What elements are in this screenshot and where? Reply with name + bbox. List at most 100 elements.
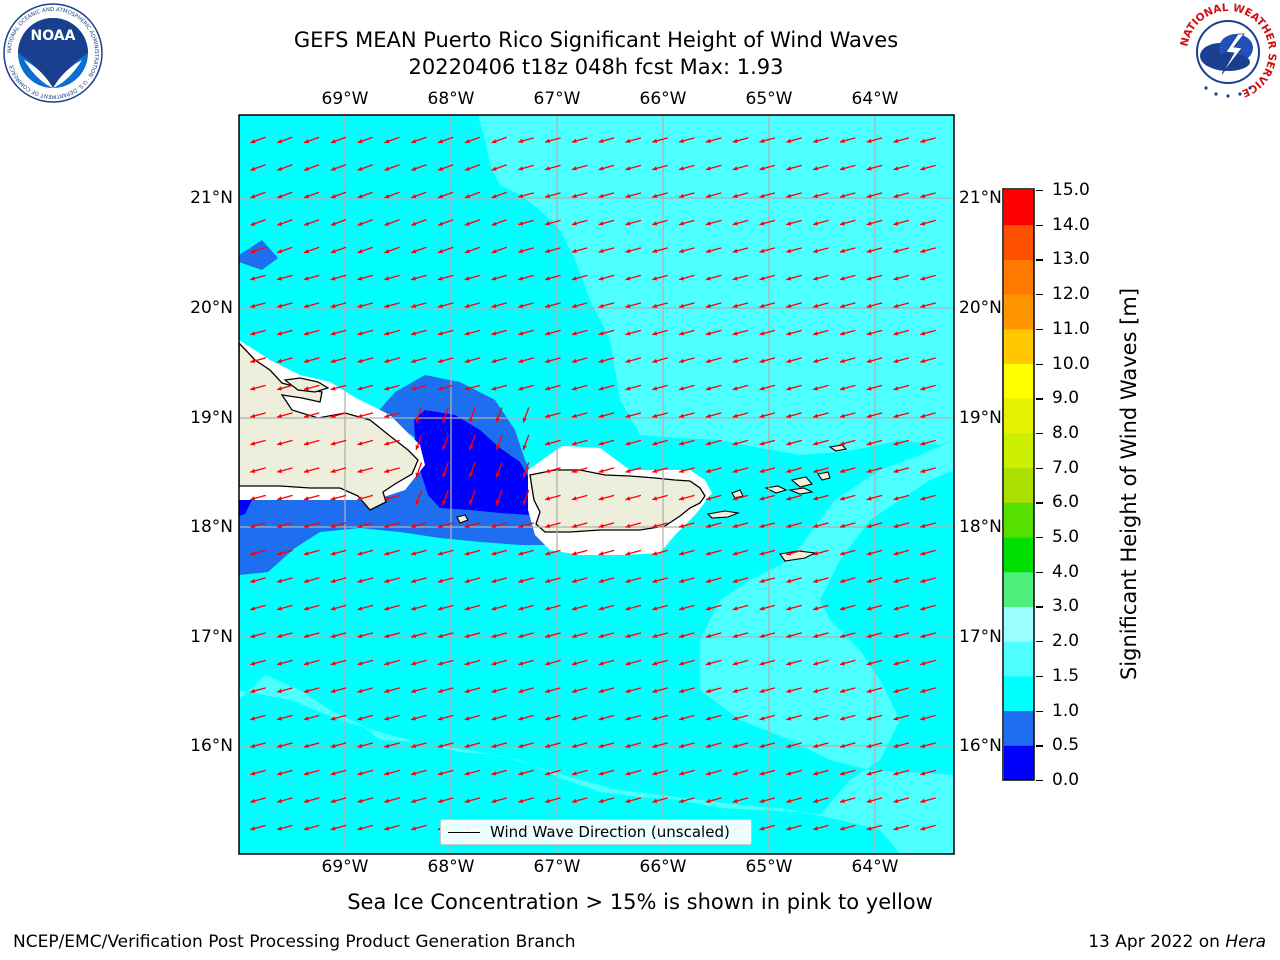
- wave-direction-arrow: [625, 769, 642, 776]
- wave-direction-arrow: [415, 462, 423, 478]
- wave-direction-arrow: [759, 549, 776, 556]
- wave-direction-arrow: [625, 549, 642, 556]
- wave-direction-arrow: [812, 714, 829, 721]
- wave-direction-arrow: [384, 357, 400, 364]
- wave-direction-arrow: [330, 412, 347, 419]
- wave-direction-arrow: [893, 412, 910, 419]
- wave-direction-arrow: [303, 714, 320, 721]
- colorbar-tick-mark: [1036, 467, 1043, 469]
- wave-direction-arrow: [437, 191, 454, 199]
- wave-direction-arrow: [625, 494, 642, 501]
- wave-direction-arrow: [491, 549, 508, 556]
- wave-direction-arrow: [598, 329, 615, 336]
- wave-direction-arrow: [812, 549, 829, 556]
- wave-direction-arrow: [464, 191, 481, 199]
- map-legend: Wind Wave Direction (unscaled): [440, 819, 752, 845]
- lat-tick-right: 20°N: [959, 298, 1002, 318]
- wave-direction-arrow: [276, 357, 293, 364]
- map-frame: [238, 114, 955, 855]
- footer-branch: NCEP/EMC/Verification Post Processing Pr…: [13, 932, 576, 952]
- wave-direction-arrow: [495, 462, 503, 478]
- wave-direction-arrow: [893, 494, 910, 501]
- wave-direction-arrow: [839, 549, 856, 556]
- wave-direction-arrow: [893, 384, 910, 391]
- wave-direction-arrow: [732, 522, 749, 529]
- wave-direction-arrow: [464, 769, 481, 776]
- wave-direction-arrow: [732, 632, 749, 639]
- wave-direction-arrow: [522, 489, 530, 506]
- wave-direction-arrow: [839, 577, 856, 584]
- wave-direction-arrow: [625, 522, 642, 529]
- wave-direction-arrow: [518, 604, 534, 611]
- wave-direction-arrow: [437, 797, 454, 804]
- wave-direction-arrow: [893, 742, 910, 749]
- wave-direction-arrow: [866, 329, 883, 336]
- wave-direction-arrow: [571, 769, 588, 776]
- wave-direction-arrow: [410, 604, 427, 611]
- wave-direction-arrow: [357, 522, 374, 529]
- wave-direction-arrow: [411, 191, 427, 199]
- wave-direction-arrow: [786, 467, 802, 474]
- wave-direction-arrow: [705, 742, 722, 749]
- wave-direction-arrow: [732, 494, 749, 501]
- colorbar-tick-mark: [1036, 398, 1043, 400]
- wave-direction-arrow: [866, 769, 883, 776]
- sea-ice-note: Sea Ice Concentration > 15% is shown in …: [347, 890, 933, 914]
- wave-direction-arrow: [732, 604, 749, 611]
- wave-direction-arrow: [491, 797, 508, 804]
- wave-direction-arrow: [384, 246, 400, 254]
- colorbar-bin: [1004, 363, 1034, 399]
- wave-direction-arrow: [571, 604, 588, 611]
- wave-direction-arrow: [277, 219, 293, 226]
- nws-logo-icon: NATIONAL WEATHER SERVICE: [1178, 2, 1278, 102]
- wave-direction-arrow: [625, 192, 642, 199]
- wave-direction-arrow: [442, 434, 449, 451]
- lon-tick-top: 67°W: [533, 89, 581, 109]
- wave-direction-arrow: [812, 467, 829, 474]
- wave-direction-arrow: [491, 274, 508, 281]
- wave-direction-arrow: [839, 494, 856, 501]
- wave-direction-arrow: [786, 494, 802, 501]
- wave-direction-arrow: [464, 577, 481, 584]
- wave-direction-arrow: [491, 769, 508, 776]
- wave-direction-arrow: [759, 659, 776, 666]
- wave-direction-arrow: [571, 164, 588, 171]
- wave-direction-arrow: [276, 274, 293, 281]
- wave-direction-arrow: [786, 192, 802, 199]
- wave-direction-arrow: [410, 714, 427, 721]
- colorbar-tick: 0.0: [1052, 770, 1080, 790]
- wave-direction-arrow: [491, 302, 508, 309]
- wave-direction-arrow: [839, 604, 856, 611]
- colorbar-bin: [1004, 571, 1034, 607]
- wave-direction-arrow: [920, 357, 936, 364]
- wave-direction-arrow: [276, 632, 293, 639]
- wave-direction-arrow: [330, 357, 347, 364]
- chart-title: GEFS MEAN Puerto Rico Significant Height…: [293, 28, 899, 52]
- colorbar-bin: [1004, 537, 1034, 573]
- wave-direction-arrow: [866, 687, 883, 694]
- wave-direction-arrow: [678, 329, 695, 336]
- wave-direction-arrow: [276, 549, 293, 556]
- wave-direction-arrow: [442, 462, 449, 478]
- wave-direction-arrow: [732, 714, 749, 721]
- wave-direction-arrow: [759, 467, 776, 474]
- lat-tick-left: 21°N: [190, 188, 233, 208]
- wave-direction-arrow: [276, 604, 293, 611]
- wave-direction-arrow: [678, 549, 695, 556]
- wave-direction-arrow: [544, 797, 561, 804]
- wave-direction-arrow: [518, 659, 534, 666]
- wave-direction-arrow: [464, 659, 481, 666]
- wave-direction-arrow: [732, 742, 749, 749]
- wave-direction-arrow: [812, 522, 829, 529]
- wave-direction-arrow: [678, 164, 695, 171]
- wave-direction-arrow: [384, 274, 400, 281]
- wave-direction-arrow: [357, 632, 374, 639]
- wave-direction-arrow: [786, 247, 802, 254]
- wave-direction-arrow: [920, 604, 936, 611]
- wave-direction-arrow: [276, 384, 293, 391]
- wave-direction-arrow: [464, 302, 481, 309]
- wave-direction-arrow: [491, 191, 507, 199]
- wave-direction-arrow: [437, 357, 454, 364]
- wave-direction-arrow: [920, 797, 936, 804]
- wave-direction-arrow: [437, 246, 454, 254]
